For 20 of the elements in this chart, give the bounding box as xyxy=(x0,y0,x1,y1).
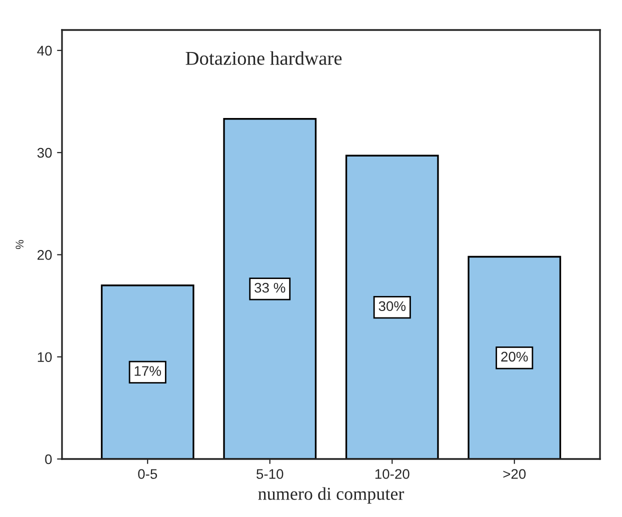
data-label: 20% xyxy=(501,352,528,362)
data-label: 30% xyxy=(378,301,406,312)
x-tick-label: 5-10 xyxy=(256,469,284,479)
y-tick-label: 10 xyxy=(38,352,52,362)
bar xyxy=(468,256,562,459)
x-axis-title: numero di computer xyxy=(258,487,404,504)
bar xyxy=(223,118,317,459)
y-axis-title: % xyxy=(16,240,24,250)
bar xyxy=(100,284,194,459)
text: Dotazione hardware xyxy=(186,51,342,65)
y-tick-label: 30 xyxy=(37,148,52,158)
y-tick-label: 0 xyxy=(45,454,52,464)
y-tick-label: 40 xyxy=(37,46,52,56)
x-tick-label: 10-20 xyxy=(375,469,410,479)
data-label: 33 % xyxy=(254,282,286,293)
bar xyxy=(345,154,439,459)
x-tick-label: 0-5 xyxy=(138,469,158,479)
x-tick-label: >20 xyxy=(503,469,526,479)
y-tick-label: 20 xyxy=(38,250,52,260)
data-label: 17% xyxy=(134,366,161,376)
